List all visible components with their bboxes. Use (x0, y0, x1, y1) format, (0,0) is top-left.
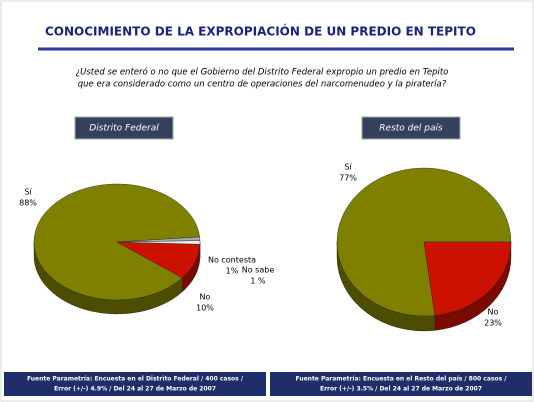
chart-title-box (74, 116, 174, 140)
category-label: No (488, 308, 499, 317)
chart-title: Distrito Federal (89, 124, 159, 134)
value-label: 1 % (250, 277, 266, 286)
value-label: 1% (226, 267, 239, 276)
pie-slice (423, 241, 512, 316)
value-label: 23% (484, 319, 502, 328)
chart-title-box (361, 116, 461, 140)
question: que era considerado como un centro de op… (78, 80, 447, 90)
category-label: No (200, 293, 211, 302)
category-label: No contesta (208, 256, 256, 265)
value-label: 77% (339, 174, 357, 183)
value-label: 10% (196, 304, 214, 313)
source-text: Error (+/-) 3.5% / Del 24 al 27 de Marzo… (320, 386, 482, 393)
page-title: CONOCIMIENTO DE LA EXPROPIACIÓN DE UN PR… (45, 24, 476, 39)
source-text: Error (+/-) 4.9% / Del 24 al 27 de Marzo… (54, 386, 216, 393)
source-box (270, 372, 532, 396)
source-box (4, 372, 266, 396)
pie-slice (116, 236, 201, 243)
source-text: Fuente Parametría: Encuesta en el Resto … (296, 376, 508, 383)
chart-title: Resto del país (379, 124, 443, 134)
source-text: Fuente Parametría: Encuesta en el Distri… (27, 376, 244, 383)
value-label: 88% (19, 199, 37, 208)
category-label: Sí (24, 188, 32, 197)
category-label: Sí (344, 163, 352, 172)
question: ¿Usted se enteró o no que el Gobierno de… (76, 67, 449, 78)
category-label: No sabe (242, 266, 275, 275)
pie-slice (33, 183, 200, 301)
